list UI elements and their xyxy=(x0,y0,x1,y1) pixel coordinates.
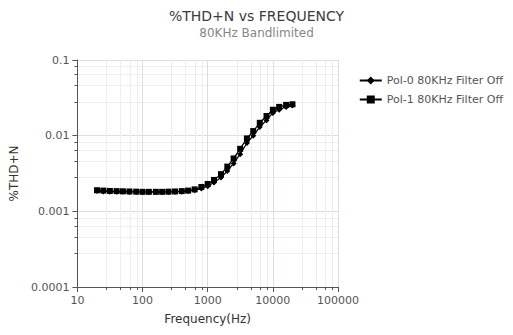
svg-text:Frequency(Hz): Frequency(Hz) xyxy=(164,312,251,326)
svg-text:100000: 100000 xyxy=(317,294,359,307)
svg-text:Pol-1 80KHz Filter Off: Pol-1 80KHz Filter Off xyxy=(387,93,504,106)
svg-text:Pol-0 80KHz Filter Off: Pol-0 80KHz Filter Off xyxy=(387,74,504,87)
svg-text:0.1: 0.1 xyxy=(52,54,70,67)
svg-text:100: 100 xyxy=(132,294,153,307)
svg-text:0.0001: 0.0001 xyxy=(31,281,70,294)
svg-text:%THD+N vs FREQUENCY: %THD+N vs FREQUENCY xyxy=(169,8,345,24)
svg-text:10000: 10000 xyxy=(255,294,290,307)
svg-text:10: 10 xyxy=(70,294,84,307)
svg-text:80KHz Bandlimited: 80KHz Bandlimited xyxy=(199,26,313,40)
svg-text:0.01: 0.01 xyxy=(45,129,70,142)
svg-text:%THD+N: %THD+N xyxy=(7,145,21,201)
svg-text:1000: 1000 xyxy=(194,294,222,307)
svg-text:0.001: 0.001 xyxy=(38,205,70,218)
